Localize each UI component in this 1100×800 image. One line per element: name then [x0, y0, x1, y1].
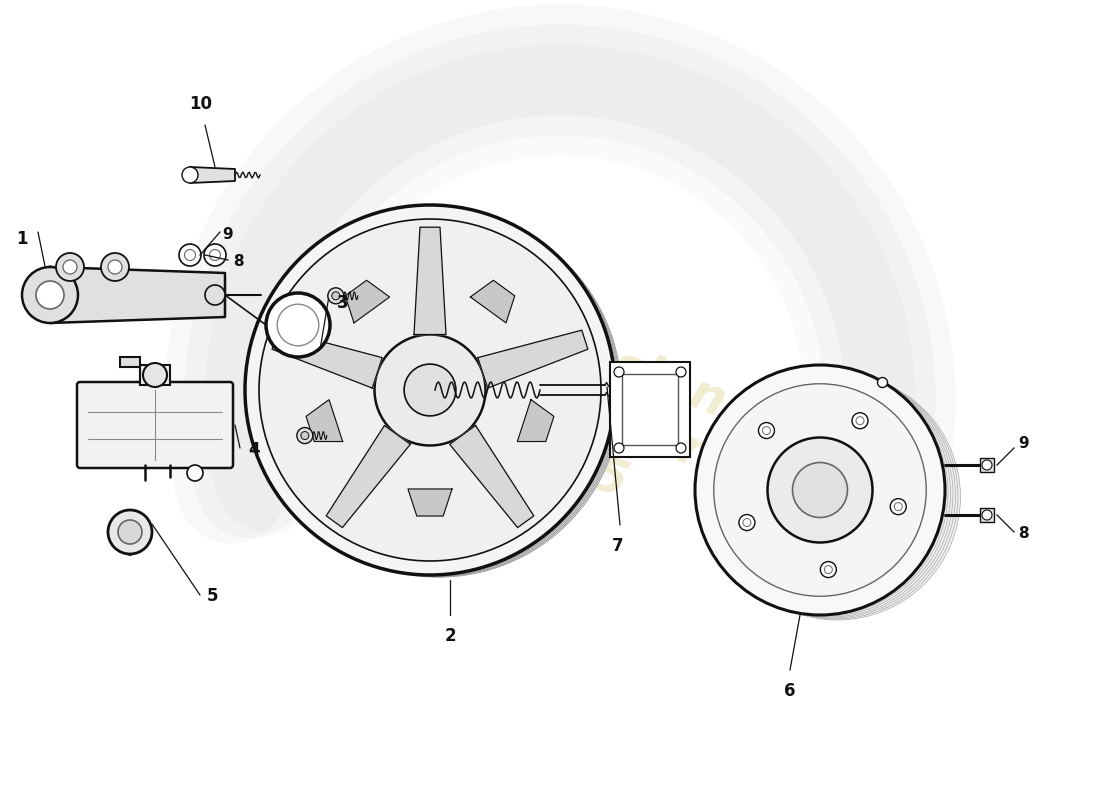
Circle shape: [707, 371, 953, 617]
Circle shape: [108, 510, 152, 554]
Bar: [120, 357, 140, 367]
Text: 7: 7: [613, 537, 624, 555]
Polygon shape: [408, 489, 452, 516]
Circle shape: [205, 285, 225, 305]
Circle shape: [792, 462, 847, 518]
Circle shape: [328, 288, 344, 304]
Circle shape: [712, 373, 958, 619]
Polygon shape: [471, 280, 515, 323]
Circle shape: [297, 427, 312, 443]
Polygon shape: [272, 330, 382, 388]
Text: a passion
for parts since
1985: a passion for parts since 1985: [361, 266, 800, 554]
Circle shape: [982, 460, 992, 470]
Circle shape: [762, 426, 770, 434]
Circle shape: [249, 208, 614, 574]
Circle shape: [614, 367, 624, 377]
Circle shape: [739, 514, 755, 530]
Circle shape: [252, 210, 618, 575]
Polygon shape: [190, 167, 235, 183]
Circle shape: [768, 438, 872, 542]
Circle shape: [255, 211, 622, 578]
Circle shape: [245, 205, 615, 575]
Circle shape: [676, 367, 686, 377]
Text: 1: 1: [16, 230, 28, 248]
Circle shape: [204, 244, 226, 266]
Text: 4: 4: [248, 441, 260, 459]
Text: 10: 10: [189, 95, 212, 113]
Circle shape: [374, 334, 485, 446]
Circle shape: [266, 293, 330, 357]
Circle shape: [63, 260, 77, 274]
Circle shape: [702, 369, 948, 615]
Polygon shape: [517, 400, 554, 442]
Circle shape: [890, 498, 906, 514]
Polygon shape: [345, 280, 389, 323]
Text: 9: 9: [1018, 437, 1028, 451]
Circle shape: [179, 244, 201, 266]
Circle shape: [277, 304, 319, 346]
Circle shape: [185, 250, 196, 261]
Circle shape: [143, 363, 167, 387]
Circle shape: [742, 518, 751, 526]
Polygon shape: [306, 400, 342, 442]
Circle shape: [700, 368, 946, 614]
Polygon shape: [477, 330, 587, 388]
Bar: [140, 365, 170, 385]
Circle shape: [258, 219, 601, 561]
Text: 3: 3: [337, 294, 349, 312]
Polygon shape: [414, 227, 446, 334]
Text: 5: 5: [207, 587, 219, 605]
Text: 2: 2: [444, 627, 455, 645]
Circle shape: [856, 417, 864, 425]
Polygon shape: [450, 426, 534, 527]
Circle shape: [36, 281, 64, 309]
Circle shape: [982, 510, 992, 520]
Circle shape: [894, 502, 902, 510]
Bar: [980, 508, 994, 522]
Circle shape: [676, 443, 686, 453]
Circle shape: [118, 520, 142, 544]
Circle shape: [878, 378, 888, 387]
Circle shape: [108, 260, 122, 274]
Polygon shape: [327, 426, 410, 527]
Circle shape: [187, 465, 204, 481]
Circle shape: [821, 562, 836, 578]
Polygon shape: [50, 267, 225, 323]
Text: 8: 8: [233, 254, 243, 270]
Circle shape: [209, 250, 220, 261]
Bar: [610, 362, 690, 457]
Text: 6: 6: [784, 682, 795, 700]
Circle shape: [852, 413, 868, 429]
Circle shape: [824, 566, 833, 574]
Bar: [980, 458, 994, 472]
Circle shape: [710, 372, 956, 618]
Circle shape: [714, 384, 926, 596]
Circle shape: [759, 422, 774, 438]
Bar: [621, 374, 678, 445]
Circle shape: [614, 443, 624, 453]
Circle shape: [251, 209, 617, 574]
Circle shape: [250, 208, 615, 574]
Circle shape: [182, 167, 198, 183]
FancyBboxPatch shape: [77, 382, 233, 468]
Circle shape: [404, 364, 455, 416]
Circle shape: [695, 365, 945, 615]
Circle shape: [101, 253, 129, 281]
Text: 8: 8: [1018, 526, 1028, 542]
Circle shape: [715, 374, 960, 620]
Circle shape: [22, 267, 78, 323]
Circle shape: [300, 431, 309, 439]
Circle shape: [56, 253, 84, 281]
Circle shape: [704, 370, 950, 616]
Circle shape: [254, 210, 620, 577]
Circle shape: [332, 292, 340, 300]
Circle shape: [253, 210, 619, 576]
Text: 9: 9: [222, 227, 232, 242]
